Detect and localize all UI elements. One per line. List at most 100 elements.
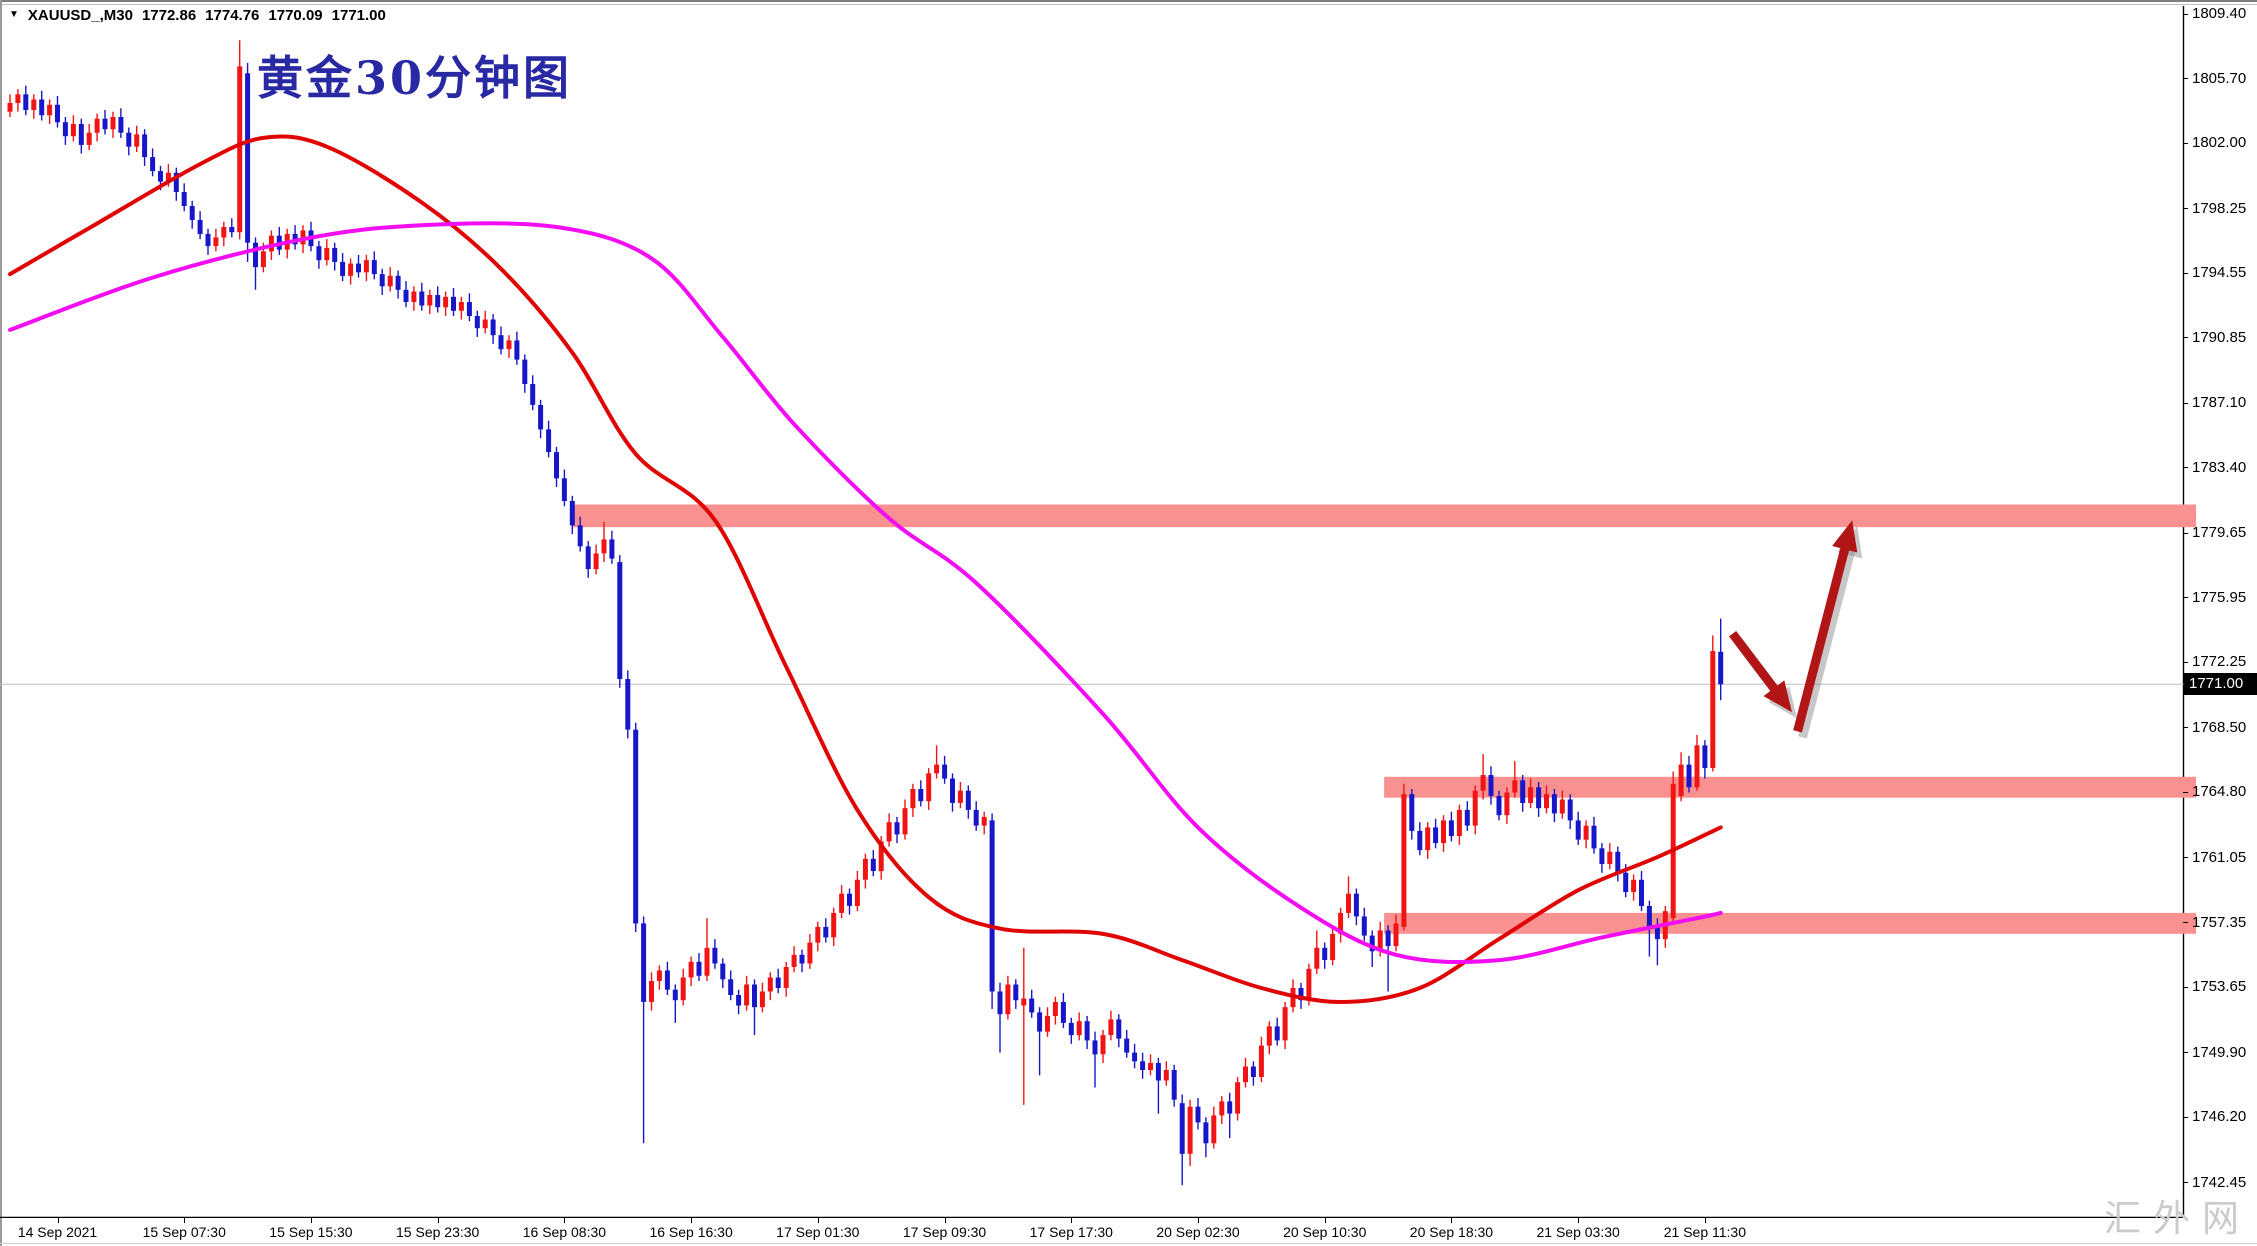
candle bbox=[1346, 876, 1351, 919]
candle bbox=[1694, 734, 1700, 791]
candle bbox=[973, 801, 979, 831]
candle bbox=[213, 228, 219, 252]
candle bbox=[1631, 874, 1637, 901]
axis-frame bbox=[0, 6, 2185, 1218]
symbol-quote-bar[interactable]: ▼ XAUUSD_,M30 1772.86 1774.76 1770.09 17… bbox=[9, 7, 386, 24]
candle bbox=[1132, 1043, 1138, 1069]
candle bbox=[902, 799, 908, 840]
price-axis-label: 1798.25 bbox=[2192, 199, 2247, 217]
candle bbox=[783, 961, 789, 997]
candle bbox=[1140, 1052, 1146, 1079]
candle bbox=[348, 258, 354, 285]
candle bbox=[1060, 993, 1066, 1029]
candle bbox=[86, 124, 92, 151]
candle bbox=[7, 94, 13, 117]
price-axis-tick bbox=[2183, 727, 2188, 729]
candle bbox=[237, 40, 243, 240]
candle bbox=[1124, 1029, 1130, 1058]
candle bbox=[1575, 811, 1581, 845]
symbol-dropdown-icon[interactable]: ▼ bbox=[9, 9, 19, 20]
candle bbox=[514, 331, 520, 365]
candle bbox=[221, 221, 227, 247]
candle bbox=[466, 293, 472, 322]
candle bbox=[451, 288, 456, 316]
candle bbox=[1520, 775, 1526, 812]
candle bbox=[609, 530, 615, 564]
candle bbox=[1536, 782, 1542, 817]
chart-plot-area[interactable] bbox=[0, 0, 2257, 1218]
candle bbox=[759, 982, 765, 1013]
price-axis[interactable]: 1771.00 1809.40 1805.70 1802.00 1798.25 1794… bbox=[2183, 0, 2257, 1218]
candle bbox=[625, 670, 631, 739]
candle bbox=[1662, 906, 1668, 948]
candle bbox=[862, 853, 868, 889]
candle bbox=[15, 89, 21, 112]
candle bbox=[942, 755, 948, 784]
price-axis-label: 1761.05 bbox=[2192, 848, 2247, 866]
time-axis-tick bbox=[1198, 1218, 1199, 1223]
price-axis-tick bbox=[2183, 208, 2188, 210]
candle bbox=[1448, 811, 1454, 842]
candle bbox=[1393, 914, 1399, 952]
price-axis-label: 1809.40 bbox=[2192, 5, 2247, 22]
candle bbox=[1551, 789, 1557, 823]
time-axis-tick bbox=[310, 1218, 312, 1223]
price-axis-tick bbox=[2183, 661, 2188, 663]
candle bbox=[70, 115, 76, 142]
candle bbox=[1092, 1031, 1098, 1088]
quote-high: 1774.76 bbox=[205, 7, 260, 24]
candle bbox=[110, 111, 116, 138]
candle bbox=[1203, 1117, 1209, 1158]
time-axis-label: 15 Sep 23:30 bbox=[396, 1224, 480, 1240]
candle bbox=[134, 125, 140, 152]
candle bbox=[981, 811, 987, 835]
candle bbox=[379, 268, 385, 295]
candle bbox=[1567, 794, 1573, 830]
candle bbox=[791, 946, 797, 973]
candle bbox=[1472, 785, 1478, 835]
time-axis-label: 17 Sep 01:30 bbox=[776, 1224, 860, 1240]
candle bbox=[324, 239, 330, 266]
quote-open: 1772.86 bbox=[141, 7, 197, 24]
candle bbox=[870, 850, 876, 877]
candle bbox=[1678, 752, 1684, 802]
candle bbox=[1401, 783, 1407, 931]
candle bbox=[403, 281, 409, 308]
time-axis-label: 20 Sep 18:30 bbox=[1409, 1224, 1494, 1240]
candle bbox=[554, 446, 559, 487]
time-axis[interactable]: 14 Sep 2021 15 Sep 07:30 15 Sep 15:30 15 Se… bbox=[0, 1218, 2257, 1246]
candle bbox=[799, 949, 805, 973]
quote-close: 1771.00 bbox=[331, 7, 386, 24]
candle bbox=[1425, 822, 1431, 859]
candle bbox=[102, 110, 108, 135]
price-axis-label: 1805.70 bbox=[2192, 69, 2247, 87]
candle bbox=[831, 907, 837, 947]
candle bbox=[371, 251, 377, 280]
candle bbox=[672, 984, 678, 1023]
candle bbox=[23, 85, 29, 116]
candle bbox=[546, 420, 552, 458]
support-zone-lower bbox=[1384, 912, 2196, 934]
candle bbox=[1148, 1054, 1153, 1076]
candle bbox=[1005, 975, 1011, 1020]
candle bbox=[530, 375, 536, 411]
price-axis-tick bbox=[2183, 142, 2188, 144]
window-left-border bbox=[0, 0, 2, 1246]
candle bbox=[950, 773, 955, 812]
candle bbox=[601, 521, 607, 563]
candle bbox=[443, 291, 449, 316]
candle bbox=[1021, 947, 1027, 1105]
candle bbox=[1710, 635, 1716, 772]
candle bbox=[1512, 761, 1518, 798]
price-axis-label: 1783.40 bbox=[2192, 458, 2247, 476]
window-top-border bbox=[0, 0, 2257, 2]
time-axis-tick bbox=[691, 1218, 693, 1223]
candle bbox=[1528, 778, 1534, 809]
candle bbox=[1155, 1057, 1161, 1114]
candle bbox=[197, 211, 203, 240]
candle bbox=[1591, 816, 1597, 854]
candle bbox=[847, 888, 852, 915]
time-axis-label: 16 Sep 16:30 bbox=[649, 1224, 733, 1240]
time-axis-tick bbox=[817, 1218, 819, 1223]
